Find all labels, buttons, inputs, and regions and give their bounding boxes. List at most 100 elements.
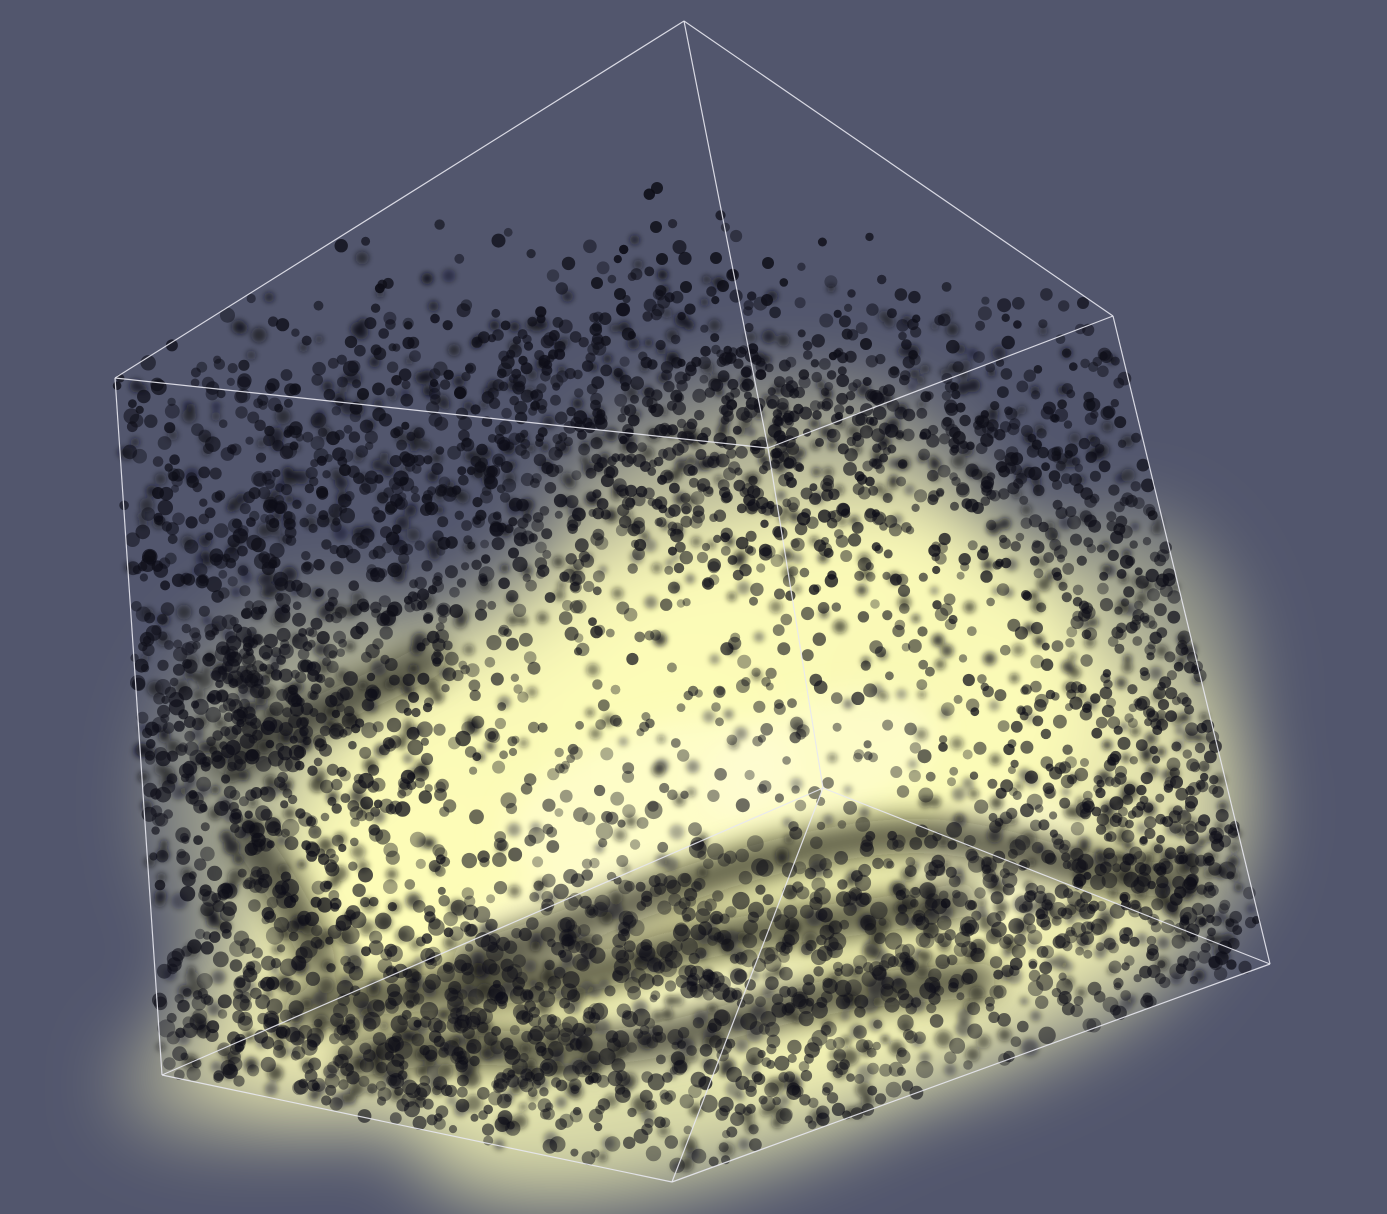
particle <box>315 588 324 597</box>
particle <box>968 788 979 799</box>
particle <box>835 891 852 907</box>
particle <box>865 416 875 425</box>
particle <box>1125 494 1138 508</box>
particle <box>251 327 267 343</box>
particle <box>1075 946 1084 956</box>
particle <box>745 530 757 542</box>
particle <box>621 1072 638 1089</box>
particle <box>569 600 583 614</box>
particle <box>480 935 498 952</box>
particle <box>423 612 434 623</box>
particle <box>664 950 683 969</box>
particle <box>215 718 225 728</box>
particle <box>737 654 752 669</box>
particle <box>741 483 755 496</box>
particle <box>466 466 476 476</box>
particle <box>267 397 282 412</box>
particle <box>976 1034 991 1049</box>
particle <box>878 917 887 926</box>
particle <box>233 708 246 722</box>
particle <box>152 456 164 467</box>
particle <box>948 982 959 993</box>
particle <box>1182 878 1198 894</box>
particle <box>547 768 560 781</box>
particle <box>518 616 528 626</box>
particle <box>827 284 836 293</box>
particle <box>336 687 350 702</box>
particle <box>301 551 311 561</box>
particle <box>276 1024 291 1040</box>
particle <box>915 932 931 948</box>
particle <box>637 1030 652 1046</box>
particle <box>674 541 686 553</box>
particle <box>248 879 263 893</box>
particle <box>314 409 325 420</box>
particle <box>444 651 459 666</box>
particle <box>689 515 703 529</box>
particle <box>467 541 476 550</box>
particle <box>718 1142 729 1153</box>
particle <box>343 942 362 961</box>
particle <box>1144 718 1153 727</box>
particle <box>1215 809 1229 822</box>
particle <box>572 1022 586 1037</box>
particle <box>301 335 312 346</box>
particle <box>1114 606 1123 615</box>
particle <box>254 697 267 711</box>
particle <box>654 882 667 895</box>
particle <box>1109 815 1122 827</box>
particle <box>650 629 661 641</box>
particle <box>1094 443 1105 454</box>
particle <box>1051 640 1064 652</box>
particle <box>390 1015 408 1033</box>
particle <box>707 558 721 572</box>
particle <box>703 858 714 870</box>
particle <box>958 654 968 663</box>
particle <box>564 626 579 641</box>
particle <box>498 381 509 392</box>
particle <box>420 737 429 746</box>
particle <box>458 1055 469 1066</box>
particle <box>1049 811 1058 820</box>
particle <box>1171 741 1182 752</box>
particle <box>1083 949 1093 959</box>
particle <box>460 664 471 675</box>
particle <box>588 908 597 917</box>
particle <box>909 887 921 899</box>
particle <box>1234 883 1243 892</box>
particle <box>914 489 928 503</box>
particle <box>564 368 576 380</box>
particle <box>786 1082 801 1096</box>
particle <box>187 939 202 954</box>
particle <box>198 466 211 479</box>
particle <box>1185 785 1195 796</box>
particle <box>592 679 603 690</box>
particle <box>245 961 256 971</box>
particle <box>575 1035 593 1053</box>
particle <box>670 1051 686 1066</box>
particle <box>899 603 910 614</box>
particle <box>554 808 564 817</box>
particle <box>1130 726 1140 737</box>
particle <box>890 766 903 778</box>
particle <box>1130 900 1141 910</box>
particle <box>609 714 622 727</box>
particle <box>818 542 833 557</box>
particle <box>177 999 190 1013</box>
particle <box>1157 681 1166 691</box>
particle <box>917 400 926 409</box>
particle <box>514 400 528 415</box>
particle <box>466 1039 482 1054</box>
particle <box>986 519 997 531</box>
particle <box>338 843 347 853</box>
particle <box>604 1136 621 1152</box>
particle <box>962 968 978 985</box>
particle <box>1147 641 1156 650</box>
particle <box>135 524 151 540</box>
particle <box>639 1033 655 1050</box>
particle <box>849 1024 865 1039</box>
particle <box>352 779 367 794</box>
particle <box>492 511 502 520</box>
